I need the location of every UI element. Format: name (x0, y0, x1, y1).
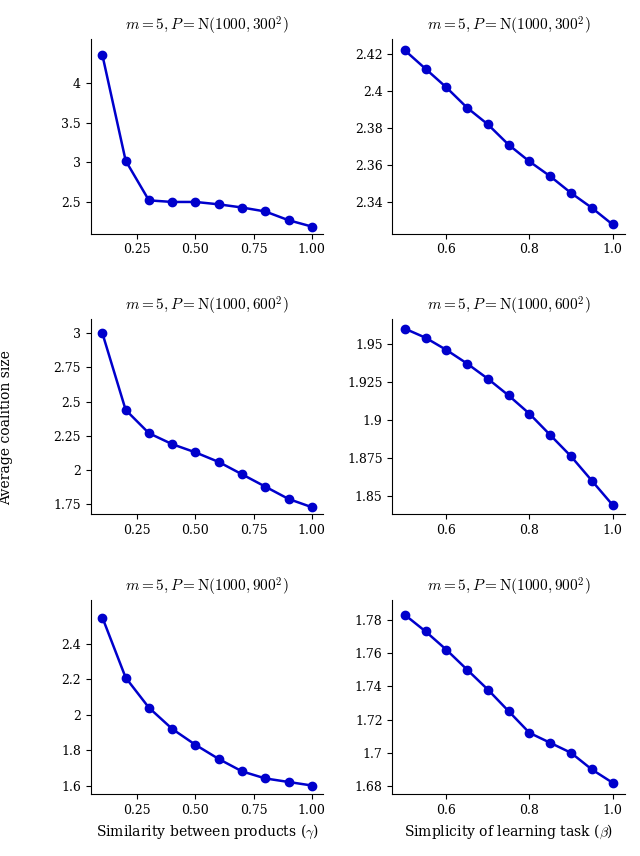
Title: $m = 5, P = \mathrm{N}(1000, 900^2)$: $m = 5, P = \mathrm{N}(1000, 900^2)$ (427, 575, 591, 597)
Title: $m = 5, P = \mathrm{N}(1000, 600^2)$: $m = 5, P = \mathrm{N}(1000, 600^2)$ (427, 295, 591, 318)
X-axis label: Similarity between products ($\gamma$): Similarity between products ($\gamma$) (95, 823, 319, 841)
Title: $m = 5, P = \mathrm{N}(1000, 900^2)$: $m = 5, P = \mathrm{N}(1000, 900^2)$ (125, 575, 289, 597)
Title: $m = 5, P = \mathrm{N}(1000, 300^2)$: $m = 5, P = \mathrm{N}(1000, 300^2)$ (125, 15, 289, 37)
X-axis label: Simplicity of learning task ($\beta$): Simplicity of learning task ($\beta$) (404, 823, 613, 841)
Title: $m = 5, P = \mathrm{N}(1000, 600^2)$: $m = 5, P = \mathrm{N}(1000, 600^2)$ (125, 295, 289, 318)
Text: Average coalition size: Average coalition size (0, 351, 13, 505)
Title: $m = 5, P = \mathrm{N}(1000, 300^2)$: $m = 5, P = \mathrm{N}(1000, 300^2)$ (427, 15, 591, 37)
